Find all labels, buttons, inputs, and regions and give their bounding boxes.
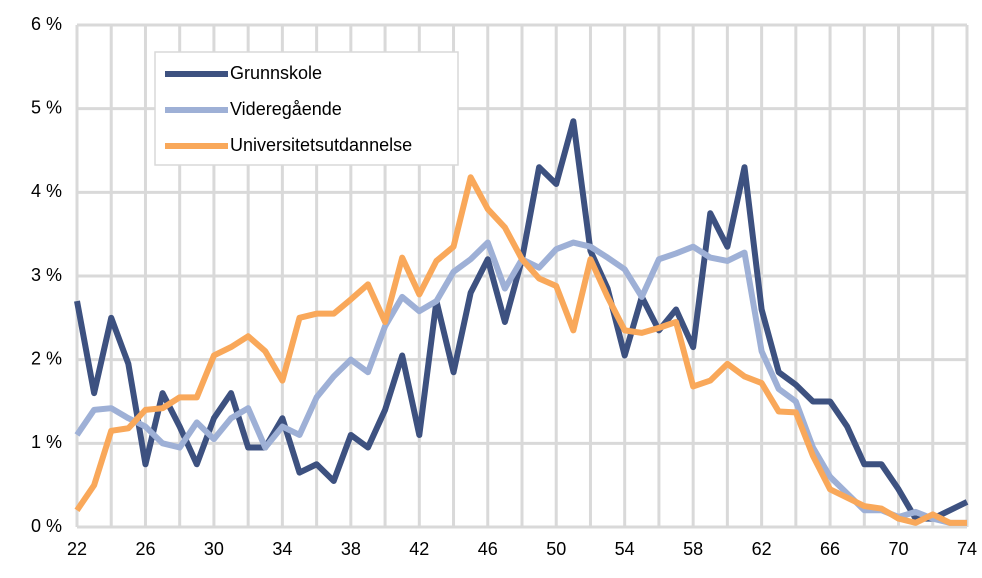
x-tick-label: 62 [752,539,772,559]
y-tick-label: 2 % [31,348,62,368]
x-tick-label: 74 [957,539,977,559]
x-tick-label: 66 [820,539,840,559]
legend-label: Grunnskole [230,63,322,83]
legend-label: Videregående [230,99,342,119]
x-tick-label: 34 [272,539,292,559]
x-tick-label: 26 [135,539,155,559]
x-tick-label: 30 [204,539,224,559]
x-tick-label: 54 [615,539,635,559]
x-tick-label: 70 [889,539,909,559]
x-tick-label: 38 [341,539,361,559]
x-tick-label: 46 [478,539,498,559]
y-tick-label: 4 % [31,181,62,201]
x-tick-label: 42 [409,539,429,559]
x-tick-label: 50 [546,539,566,559]
y-tick-label: 1 % [31,432,62,452]
y-tick-label: 0 % [31,516,62,536]
y-tick-label: 3 % [31,265,62,285]
y-tick-label: 6 % [31,14,62,34]
y-tick-label: 5 % [31,97,62,117]
series-line [74,174,967,526]
x-tick-label: 58 [683,539,703,559]
x-tick-label: 22 [67,539,87,559]
legend-label: Universitetsutdannelse [230,135,412,155]
